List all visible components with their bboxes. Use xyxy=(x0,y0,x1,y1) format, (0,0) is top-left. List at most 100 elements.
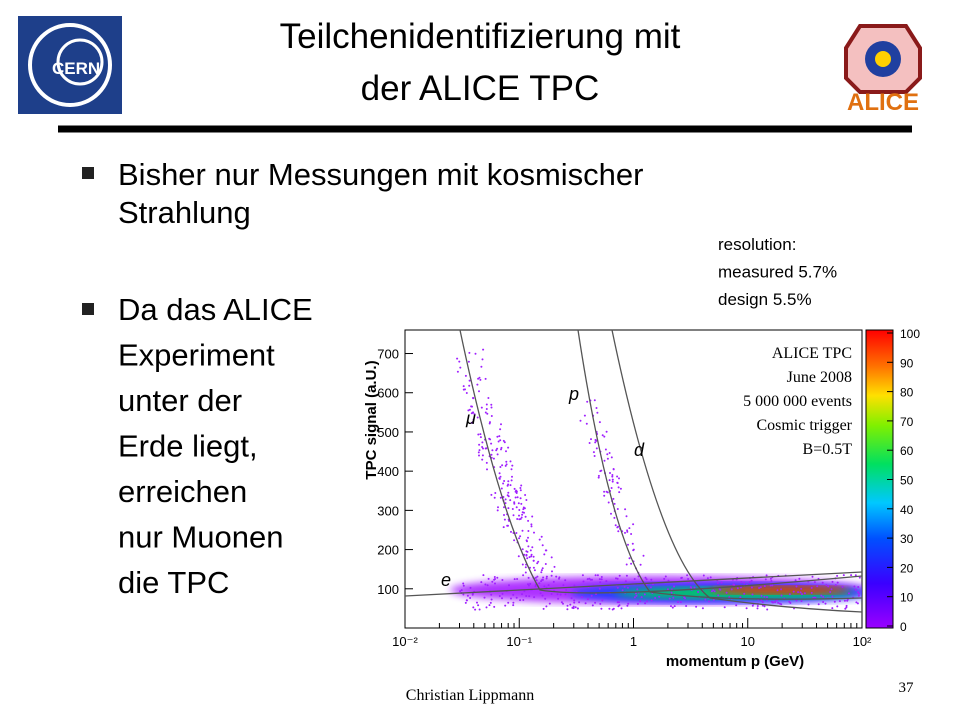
event-dot xyxy=(512,604,515,607)
event-dot xyxy=(483,596,486,599)
resolution-line: resolution: xyxy=(718,235,796,254)
event-dot xyxy=(611,480,614,483)
event-dot xyxy=(610,456,613,459)
event-dot xyxy=(750,586,753,589)
event-dot xyxy=(579,419,582,422)
event-dot xyxy=(719,588,722,591)
event-dot xyxy=(478,608,481,611)
event-dot xyxy=(518,514,520,517)
event-dot xyxy=(526,550,529,553)
event-dot xyxy=(597,476,600,479)
event-dot xyxy=(481,458,484,461)
event-dot xyxy=(527,519,530,522)
event-dot xyxy=(496,435,499,438)
event-dot xyxy=(592,451,595,454)
event-dot xyxy=(480,581,483,584)
event-dot xyxy=(756,607,759,610)
event-dot xyxy=(854,588,857,591)
event-dot xyxy=(533,531,535,534)
event-dot xyxy=(545,605,548,608)
event-dot xyxy=(595,447,598,450)
event-dot xyxy=(530,523,533,526)
event-dot xyxy=(633,578,636,580)
event-dot xyxy=(619,487,622,490)
event-dot xyxy=(591,604,594,607)
event-dot xyxy=(508,584,510,587)
bullet-marker xyxy=(82,167,94,179)
event-dot xyxy=(604,448,607,451)
event-dot xyxy=(468,379,471,382)
event-dot xyxy=(504,498,507,501)
event-dot xyxy=(612,468,615,470)
event-dot xyxy=(844,607,847,610)
event-dot xyxy=(538,538,541,541)
event-dot xyxy=(496,453,499,456)
event-dot xyxy=(607,501,610,504)
event-dot xyxy=(472,411,475,414)
y-tick-label: 200 xyxy=(377,543,399,558)
event-dot xyxy=(590,594,593,597)
event-dot xyxy=(551,570,553,573)
event-dot xyxy=(842,574,845,577)
event-dot xyxy=(490,593,493,596)
event-dot xyxy=(507,446,510,449)
event-dot xyxy=(530,525,533,528)
event-dot xyxy=(556,593,559,596)
event-dot xyxy=(507,601,510,604)
event-dot xyxy=(600,607,603,610)
event-dot xyxy=(548,602,551,605)
event-dot xyxy=(585,422,588,425)
event-dot xyxy=(658,595,661,598)
event-dot xyxy=(600,578,603,581)
event-dot xyxy=(618,604,621,607)
event-dot xyxy=(650,599,653,602)
event-dot xyxy=(478,454,480,457)
resolution-box: resolution: measured 5.7% design 5.5% xyxy=(718,235,837,309)
event-dot xyxy=(606,491,609,494)
event-dot xyxy=(477,604,480,607)
event-dot xyxy=(510,530,512,533)
event-dot xyxy=(799,591,802,594)
x-tick-label: 10 xyxy=(741,634,755,649)
cern-logo: CERN xyxy=(18,16,122,114)
event-dot xyxy=(601,599,604,602)
event-dot xyxy=(504,604,507,607)
event-dot xyxy=(616,508,619,510)
event-dot xyxy=(834,584,837,587)
event-dot xyxy=(543,585,546,588)
event-dot xyxy=(690,586,693,589)
event-dot xyxy=(613,516,616,519)
event-dot xyxy=(527,583,529,586)
event-dot xyxy=(499,466,502,468)
event-dot xyxy=(600,469,603,472)
event-dot xyxy=(618,574,621,577)
event-dot xyxy=(555,575,558,578)
event-dot xyxy=(522,599,525,601)
event-dot xyxy=(489,601,492,604)
event-dot xyxy=(858,576,861,579)
event-dot xyxy=(540,535,543,538)
event-dot xyxy=(498,472,501,475)
event-dot xyxy=(770,600,773,603)
event-dot xyxy=(521,548,524,551)
event-dot xyxy=(797,591,800,594)
event-dot xyxy=(552,580,555,583)
bullet-text: erreichen xyxy=(118,474,247,509)
bullet-text: Erde liegt, xyxy=(118,429,258,464)
event-dot xyxy=(748,581,751,584)
resolution-line: design 5.5% xyxy=(718,290,812,309)
y-tick-label: 600 xyxy=(377,386,399,401)
event-dot xyxy=(599,581,602,584)
event-dot xyxy=(594,441,597,444)
event-dot xyxy=(513,578,516,581)
event-dot xyxy=(477,377,480,380)
colorbar-tick-label: 10 xyxy=(900,591,914,605)
event-dot xyxy=(540,571,543,574)
event-dot xyxy=(827,585,830,588)
event-dot xyxy=(482,447,484,450)
event-dot xyxy=(732,583,735,586)
event-dot xyxy=(462,584,465,587)
event-dot xyxy=(484,377,487,380)
colorbar-tick-label: 30 xyxy=(900,532,914,546)
event-dot xyxy=(464,374,467,377)
